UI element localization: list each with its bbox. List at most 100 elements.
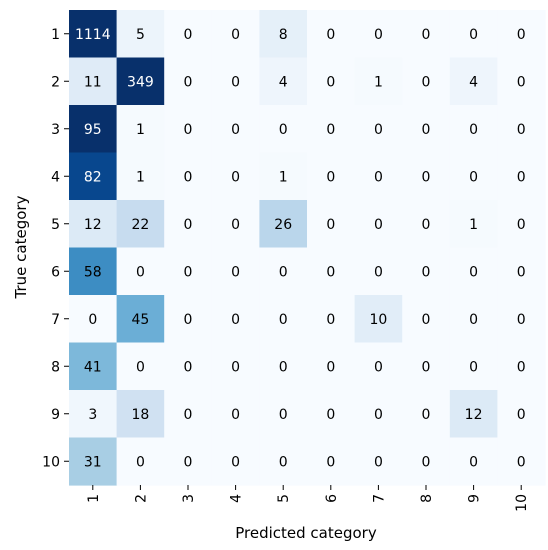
cell-value-label-r7-c10: 0 — [517, 312, 526, 328]
heatmap-cell-r4-c7 — [354, 152, 403, 201]
heatmap-cell-r5-c6 — [307, 200, 356, 249]
cell-value-label-r10-c1: 31 — [84, 454, 102, 470]
heatmap-cell-r4-c8 — [402, 152, 451, 201]
x-tick-label-2: 2 — [133, 494, 149, 503]
cell-value-label-r5-c5: 26 — [274, 217, 292, 233]
heatmap-cell-r9-c10 — [497, 390, 546, 439]
cell-value-label-r9-c8: 0 — [422, 407, 431, 423]
heatmap-cell-r3-c1 — [69, 105, 118, 154]
y-tick-label-7: 7 — [51, 312, 60, 328]
heatmap-cell-r10-c4 — [211, 437, 260, 486]
cell-value-label-r5-c4: 0 — [231, 217, 240, 233]
cell-value-label-r4-c7: 0 — [374, 169, 383, 185]
heatmap-cell-r7-c1 — [69, 295, 118, 344]
cell-value-label-r5-c9: 1 — [469, 217, 478, 233]
heatmap-cell-r1-c6 — [307, 10, 356, 59]
heatmap-cell-r2-c1 — [69, 57, 118, 106]
cell-value-label-r2-c5: 4 — [279, 74, 288, 90]
cell-value-label-r3-c5: 0 — [279, 122, 288, 138]
heatmap-cell-r3-c8 — [402, 105, 451, 154]
y-axis-label: True category — [12, 195, 30, 299]
heatmap-cell-r1-c7 — [354, 10, 403, 59]
x-tick-label-3: 3 — [181, 494, 197, 503]
heatmap-cell-r5-c9 — [449, 200, 498, 249]
heatmap-cell-r6-c6 — [307, 247, 356, 296]
heatmap-cell-r3-c4 — [211, 105, 260, 154]
heatmap-cells: 1114 5 0 0 8 0 0 0 0 011 349 0 0 4 0 1 0 4 095 1 0 0 0 0 0 0 0 082 1… — [69, 10, 546, 486]
heatmap-cell-r2-c2 — [116, 57, 165, 106]
cell-value-label-r4-c3: 0 — [184, 169, 193, 185]
heatmap-cell-r8-c4 — [211, 342, 260, 391]
cell-value-label-r1-c4: 0 — [231, 27, 240, 43]
heatmap-cell-r3-c3 — [164, 105, 213, 154]
heatmap-cell-r10-c9 — [449, 437, 498, 486]
heatmap-cell-r4-c1 — [69, 152, 118, 201]
x-tick-label-7: 7 — [371, 494, 387, 503]
heatmap-cell-r10-c10 — [497, 437, 546, 486]
heatmap-cell-r6-c4 — [211, 247, 260, 296]
y-tick-label-9: 9 — [51, 407, 60, 423]
cell-value-label-r5-c3: 0 — [184, 217, 193, 233]
cell-value-label-r7-c1: 0 — [88, 312, 97, 328]
heatmap-cell-r9-c8 — [402, 390, 451, 439]
x-tick-label-5: 5 — [276, 494, 292, 503]
cell-value-label-r2-c2: 349 — [127, 74, 154, 90]
cell-value-label-r3-c10: 0 — [517, 122, 526, 138]
heatmap-cell-r3-c2 — [116, 105, 165, 154]
y-tick-label-10: 10 — [42, 454, 60, 470]
cell-value-label-r6-c10: 0 — [517, 264, 526, 280]
cell-value-label-r10-c2: 0 — [136, 454, 145, 470]
cell-value-label-r4-c4: 0 — [231, 169, 240, 185]
cell-value-label-r10-c3: 0 — [184, 454, 193, 470]
x-axis-ticks: 1 2 3 4 5 6 7 8 9 10 — [86, 485, 530, 512]
heatmap-cell-r7-c7 — [354, 295, 403, 344]
cell-value-label-r1-c2: 5 — [136, 27, 145, 43]
heatmap-cell-r2-c3 — [164, 57, 213, 106]
heatmap-cell-r10-c5 — [259, 437, 308, 486]
heatmap-cell-r1-c8 — [402, 10, 451, 59]
cell-value-label-r9-c7: 0 — [374, 407, 383, 423]
x-tick-label-10: 10 — [514, 494, 530, 512]
heatmap-cell-r7-c2 — [116, 295, 165, 344]
cell-value-label-r9-c4: 0 — [231, 407, 240, 423]
y-tick-label-3: 3 — [51, 122, 60, 138]
cell-value-label-r9-c6: 0 — [326, 407, 335, 423]
cell-value-label-r10-c10: 0 — [517, 454, 526, 470]
cell-value-label-r8-c7: 0 — [374, 359, 383, 375]
cell-value-label-r5-c8: 0 — [422, 217, 431, 233]
heatmap-cell-r9-c9 — [449, 390, 498, 439]
cell-value-label-r6-c7: 0 — [374, 264, 383, 280]
cell-value-label-r7-c9: 0 — [469, 312, 478, 328]
cell-value-label-r4-c2: 1 — [136, 169, 145, 185]
heatmap-cell-r5-c7 — [354, 200, 403, 249]
cell-value-label-r1-c5: 8 — [279, 27, 288, 43]
heatmap-cell-r8-c2 — [116, 342, 165, 391]
cell-value-label-r1-c10: 0 — [517, 27, 526, 43]
heatmap-cell-r3-c6 — [307, 105, 356, 154]
heatmap-cell-r6-c9 — [449, 247, 498, 296]
heatmap-cell-r10-c7 — [354, 437, 403, 486]
cell-value-label-r1-c7: 0 — [374, 27, 383, 43]
cell-value-label-r3-c9: 0 — [469, 122, 478, 138]
heatmap-cell-r4-c6 — [307, 152, 356, 201]
cell-value-label-r8-c6: 0 — [326, 359, 335, 375]
cell-value-label-r5-c7: 0 — [374, 217, 383, 233]
cell-value-label-r8-c9: 0 — [469, 359, 478, 375]
heatmap-cell-r7-c6 — [307, 295, 356, 344]
cell-value-label-r7-c4: 0 — [231, 312, 240, 328]
cell-value-label-r7-c7: 10 — [369, 312, 387, 328]
heatmap-cell-r1-c5 — [259, 10, 308, 59]
heatmap-cell-r6-c1 — [69, 247, 118, 296]
heatmap-cell-r1-c9 — [449, 10, 498, 59]
heatmap-cell-r8-c9 — [449, 342, 498, 391]
heatmap-cell-r10-c8 — [402, 437, 451, 486]
heatmap-cell-r9-c1 — [69, 390, 118, 439]
heatmap-cell-r6-c5 — [259, 247, 308, 296]
heatmap-cell-r9-c7 — [354, 390, 403, 439]
cell-value-label-r5-c2: 22 — [131, 217, 149, 233]
cell-value-label-r2-c7: 1 — [374, 74, 383, 90]
cell-value-label-r3-c1: 95 — [84, 122, 102, 138]
cell-value-label-r5-c10: 0 — [517, 217, 526, 233]
heatmap-cell-r9-c6 — [307, 390, 356, 439]
cell-value-label-r7-c2: 45 — [131, 312, 149, 328]
